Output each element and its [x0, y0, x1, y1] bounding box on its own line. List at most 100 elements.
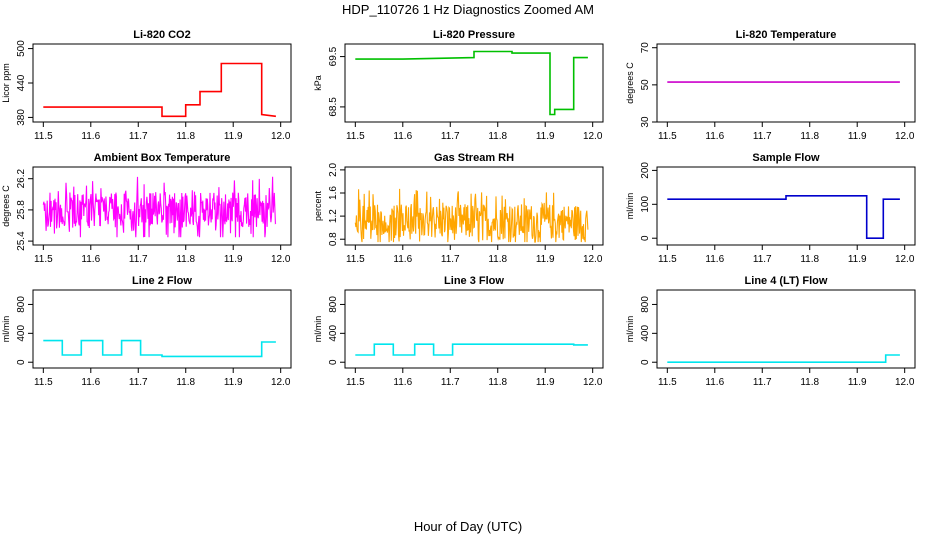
chart-panel-9: Line 4 (LT) Flow 11.5 11.6 11.7 11.8 11.9 12.0…: [625, 275, 916, 388]
x-tick-label: 11.9: [224, 377, 243, 388]
y-tick-label: 0: [640, 359, 651, 365]
x-tick-label: 12.0: [583, 377, 603, 388]
series-line: [355, 50, 588, 116]
figure-title: HDP_110726 1 Hz Diagnostics Zoomed AM: [342, 2, 594, 17]
panel-title: Li-820 CO2: [133, 29, 190, 41]
x-tick-label: 11.7: [129, 377, 148, 388]
x-tick-label: 11.6: [393, 131, 412, 142]
y-tick-label: 440: [16, 74, 27, 91]
plot-frame: [656, 289, 916, 369]
y-axis-label: ml/min: [625, 193, 635, 220]
x-tick-label: 11.6: [393, 377, 412, 388]
chart-panel-7: Line 2 Flow 11.5 11.6 11.7 11.8 11.9 12.0 0 400 8…: [1, 275, 292, 388]
x-tick-label: 11.6: [705, 254, 724, 265]
plot-frame: [344, 166, 604, 246]
x-tick-label: 11.6: [81, 377, 100, 388]
y-tick-label: 0: [328, 359, 339, 365]
y-tick-label: 800: [640, 296, 651, 313]
figure-x-axis-label: Hour of Day (UTC): [414, 519, 522, 534]
chart-panel-3: Li-820 Temperature 11.5 11.6 11.7 11.8 11.9 12…: [625, 29, 916, 142]
x-tick-label: 11.8: [800, 377, 819, 388]
x-tick-label: 11.5: [658, 254, 677, 265]
y-tick-label: 50: [640, 79, 651, 91]
panel-title: Li-820 Temperature: [736, 29, 837, 41]
y-tick-label: 0: [16, 359, 27, 365]
x-tick-label: 11.9: [536, 377, 555, 388]
x-tick-label: 11.8: [488, 254, 507, 265]
y-tick-label: 68.5: [328, 97, 339, 117]
x-tick-label: 11.6: [81, 254, 100, 265]
x-tick-label: 12.0: [583, 131, 603, 142]
x-tick-label: 11.8: [488, 377, 507, 388]
y-tick-label: 26.2: [16, 169, 27, 189]
y-tick-label: 400: [328, 325, 339, 342]
series-line: [354, 188, 589, 243]
x-tick-label: 12.0: [271, 254, 291, 265]
series-line: [355, 343, 588, 356]
x-tick-label: 11.9: [224, 254, 243, 265]
x-tick-label: 12.0: [895, 254, 915, 265]
y-tick-label: 69.5: [328, 46, 339, 66]
x-tick-label: 12.0: [271, 377, 291, 388]
y-axis-label: percent: [313, 190, 323, 221]
x-tick-label: 11.8: [176, 254, 195, 265]
x-tick-label: 12.0: [271, 131, 291, 142]
y-tick-label: 25.8: [16, 200, 27, 220]
chart-panel-4: Ambient Box Temperature 11.5 11.6 11.7 11.8 1…: [1, 152, 292, 265]
y-tick-label: 100: [640, 196, 651, 213]
y-axis-label: Licor ppm: [1, 63, 11, 103]
x-tick-label: 11.6: [705, 377, 724, 388]
chart-panel-5: Gas Stream RH 11.5 11.6 11.7 11.8 11.9 12.0 0.8…: [313, 152, 604, 265]
y-tick-label: 25.4: [16, 231, 27, 251]
x-tick-label: 11.8: [488, 131, 507, 142]
x-tick-label: 11.7: [753, 131, 772, 142]
x-tick-label: 11.9: [848, 131, 867, 142]
chart-panel-1: Li-820 CO2 11.5 11.6 11.7 11.8 11.9 12.0 380 440…: [1, 29, 292, 142]
y-axis-label: degrees C: [625, 62, 635, 104]
y-tick-label: 2.0: [328, 163, 339, 177]
x-tick-label: 11.6: [81, 131, 100, 142]
panel-title: Sample Flow: [752, 152, 820, 164]
plot-frame: [344, 289, 604, 369]
panel-title: Line 4 (LT) Flow: [745, 275, 828, 287]
x-tick-label: 11.7: [441, 254, 460, 265]
x-tick-label: 11.8: [800, 131, 819, 142]
y-axis-label: ml/min: [625, 316, 635, 343]
chart-panel-2: Li-820 Pressure 11.5 11.6 11.7 11.8 11.9 12.0 6…: [313, 29, 604, 142]
x-tick-label: 11.9: [224, 131, 243, 142]
x-tick-label: 11.7: [753, 377, 772, 388]
y-tick-label: 1.6: [328, 186, 339, 200]
y-tick-label: 380: [16, 109, 27, 126]
x-tick-label: 11.5: [346, 131, 365, 142]
y-tick-label: 400: [640, 325, 651, 342]
panel-title: Li-820 Pressure: [433, 29, 515, 41]
series-line: [43, 62, 277, 118]
x-tick-label: 12.0: [583, 254, 603, 265]
x-tick-label: 11.5: [34, 254, 53, 265]
x-tick-label: 11.9: [536, 254, 555, 265]
y-tick-label: 0: [640, 235, 651, 241]
x-tick-label: 11.5: [34, 131, 53, 142]
x-tick-label: 11.6: [705, 131, 724, 142]
x-tick-label: 11.7: [129, 254, 148, 265]
x-tick-label: 11.8: [800, 254, 819, 265]
y-tick-label: 800: [16, 296, 27, 313]
x-tick-label: 11.9: [848, 377, 867, 388]
x-tick-label: 11.7: [441, 131, 460, 142]
y-tick-label: 400: [16, 325, 27, 342]
y-axis-label: ml/min: [1, 316, 11, 343]
plot-frame: [656, 166, 916, 246]
x-tick-label: 11.7: [753, 254, 772, 265]
y-tick-label: 200: [640, 162, 651, 179]
chart-panel-8: Line 3 Flow 11.5 11.6 11.7 11.8 11.9 12.0 0 400 8…: [313, 275, 604, 388]
plot-frame: [32, 289, 292, 369]
y-tick-label: 0.8: [328, 232, 339, 246]
y-axis-label: kPa: [313, 75, 323, 91]
x-tick-label: 11.7: [129, 131, 148, 142]
y-tick-label: 500: [16, 40, 27, 57]
x-tick-label: 11.5: [346, 254, 365, 265]
x-tick-label: 11.6: [393, 254, 412, 265]
x-tick-label: 11.8: [176, 377, 195, 388]
y-tick-label: 800: [328, 296, 339, 313]
